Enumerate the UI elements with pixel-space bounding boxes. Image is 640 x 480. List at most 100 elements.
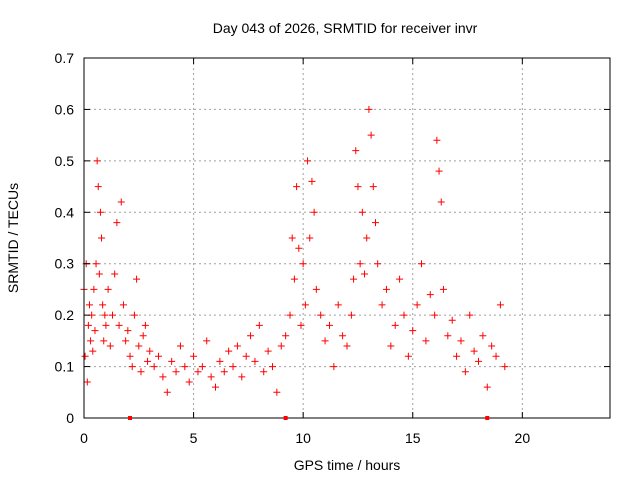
data-point — [102, 321, 110, 329]
data-point — [92, 260, 100, 268]
data-point — [496, 301, 504, 309]
data-point — [400, 311, 408, 319]
data-point — [233, 342, 241, 350]
data-point — [295, 244, 303, 252]
data-point — [470, 347, 478, 355]
y-tick-label: 0.2 — [55, 307, 75, 323]
data-point — [87, 337, 95, 345]
data-point — [369, 183, 377, 191]
data-point — [119, 301, 127, 309]
x-tick-label: 5 — [190, 430, 198, 446]
grid — [84, 58, 610, 418]
data-point — [437, 198, 445, 206]
data-point — [85, 301, 93, 309]
data-point — [207, 373, 215, 381]
data-point — [321, 337, 329, 345]
data-point — [255, 321, 263, 329]
x-tick-label: 20 — [515, 430, 531, 446]
data-point — [106, 342, 114, 350]
data-point — [130, 311, 138, 319]
data-point — [83, 378, 91, 386]
data-point — [99, 301, 107, 309]
plot-frame — [83, 57, 611, 419]
data-point — [100, 337, 108, 345]
data-point — [101, 311, 109, 319]
x-tick-label: 0 — [80, 430, 88, 446]
data-point — [325, 321, 333, 329]
data-point — [492, 352, 500, 360]
data-point — [374, 260, 382, 268]
gap-markers — [128, 416, 490, 420]
data-point — [431, 311, 439, 319]
data-point — [81, 352, 89, 360]
data-point — [96, 208, 104, 216]
data-point — [308, 177, 316, 185]
data-point — [501, 363, 509, 371]
data-point — [444, 332, 452, 340]
data-points — [80, 105, 509, 396]
data-point — [135, 342, 143, 350]
data-point — [115, 321, 123, 329]
data-point — [304, 157, 312, 165]
data-point — [475, 357, 482, 365]
data-point — [286, 311, 294, 319]
data-point — [181, 363, 189, 371]
data-point — [371, 219, 379, 227]
data-point — [264, 347, 272, 355]
y-tick-labels: 0 0.1 0.2 0.3 0.4 0.5 0.6 0.7 — [55, 50, 75, 426]
data-point — [260, 368, 268, 376]
data-point — [225, 347, 233, 355]
data-point — [453, 352, 461, 360]
data-point — [457, 337, 465, 345]
data-point — [297, 321, 305, 329]
data-point — [347, 311, 355, 319]
data-point — [435, 167, 443, 175]
data-point — [122, 337, 130, 345]
data-point — [198, 363, 206, 371]
data-point — [277, 342, 285, 350]
data-point — [299, 260, 307, 268]
data-point — [334, 301, 342, 309]
data-point — [293, 183, 301, 191]
data-point — [163, 388, 171, 396]
data-point — [317, 311, 325, 319]
data-point — [113, 219, 121, 227]
data-point — [282, 332, 290, 340]
data-point — [159, 373, 167, 381]
data-point — [361, 270, 369, 278]
data-point — [229, 363, 237, 371]
data-point — [301, 301, 309, 309]
data-point — [382, 285, 390, 293]
data-point — [247, 332, 255, 340]
data-point — [268, 363, 276, 371]
data-point — [288, 234, 296, 242]
data-point — [91, 327, 99, 335]
data-point — [251, 357, 259, 365]
data-point — [144, 357, 152, 365]
data-point — [404, 352, 412, 360]
data-point — [220, 368, 228, 376]
data-point — [466, 311, 474, 319]
data-point — [479, 332, 487, 340]
data-point — [439, 285, 447, 293]
x-tick-label: 10 — [295, 430, 311, 446]
data-point — [343, 342, 351, 350]
y-tick-label: 0.1 — [55, 359, 75, 375]
data-point — [185, 378, 193, 386]
data-point — [190, 352, 198, 360]
data-point — [172, 368, 180, 376]
data-point — [426, 291, 434, 299]
data-point — [126, 352, 134, 360]
data-point — [124, 327, 132, 335]
data-point — [238, 373, 246, 381]
data-point — [141, 321, 149, 329]
data-point — [89, 347, 97, 355]
y-tick-label: 0.5 — [55, 153, 75, 169]
data-point — [461, 368, 469, 376]
data-point — [312, 285, 320, 293]
y-tick-label: 0.3 — [55, 256, 75, 272]
data-point — [176, 342, 184, 350]
data-point — [354, 183, 362, 191]
data-point — [413, 301, 421, 309]
